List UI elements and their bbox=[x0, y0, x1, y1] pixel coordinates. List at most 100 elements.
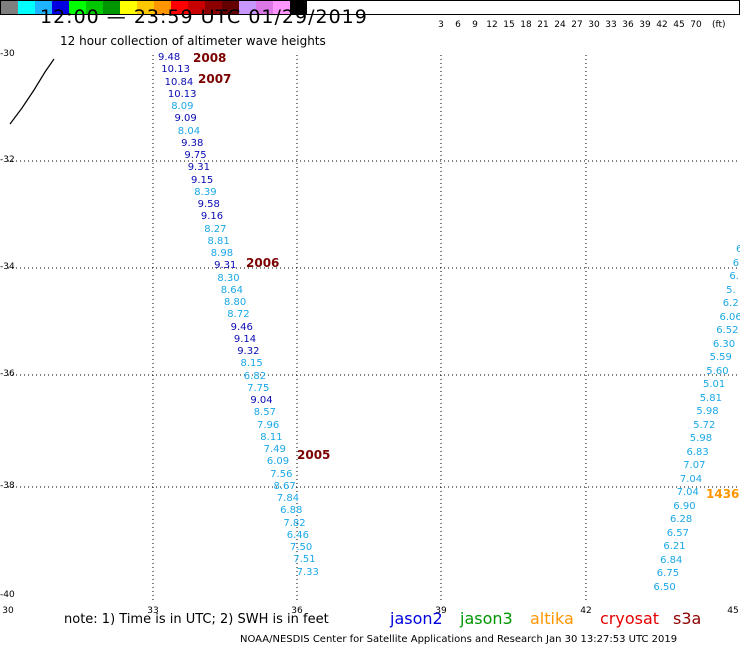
wave-height-reading: 8.04 bbox=[177, 125, 201, 137]
wave-height-reading: 6.21 bbox=[663, 541, 686, 552]
wave-height-reading: 7.82 bbox=[283, 517, 306, 529]
wave-height-reading: 10.13 bbox=[167, 88, 197, 100]
wave-height-reading: 5. bbox=[726, 284, 736, 296]
wave-height-reading: 7.84 bbox=[276, 493, 300, 504]
color-scale-label: 21 bbox=[537, 20, 549, 30]
color-swatch bbox=[69, 1, 86, 14]
satellite-jason2: jason2 bbox=[390, 609, 443, 628]
longitude-label: 42 bbox=[580, 606, 592, 616]
wave-height-reading: 8.11 bbox=[260, 431, 283, 443]
wave-height-reading: 7.04 bbox=[676, 487, 699, 498]
footer-credit: NOAA/NESDIS Center for Satellite Applica… bbox=[240, 634, 678, 645]
units-note: note: 1) Time is in UTC; 2) SWH is in fe… bbox=[64, 612, 329, 627]
wave-height-reading: 5.59 bbox=[709, 352, 732, 363]
wave-height-reading: 9.46 bbox=[230, 321, 253, 333]
wave-height-reading: 9.09 bbox=[174, 113, 197, 125]
wave-height-reading: 6.83 bbox=[686, 446, 709, 458]
wave-height-reading: 9.75 bbox=[184, 150, 207, 161]
wave-height-reading: 10.13 bbox=[161, 64, 190, 76]
longitude-label: 39 bbox=[435, 606, 447, 616]
longitude-label: 36 bbox=[291, 606, 303, 616]
color-swatch bbox=[18, 1, 35, 14]
wave-height-reading: 9.32 bbox=[237, 346, 260, 357]
wave-height-reading: 7.50 bbox=[290, 542, 313, 553]
wave-height-reading: 9.16 bbox=[200, 211, 224, 223]
color-swatch bbox=[171, 1, 188, 14]
color-swatch bbox=[137, 1, 154, 14]
wave-height-reading: 6.75 bbox=[656, 568, 680, 579]
wave-height-reading: 7.51 bbox=[293, 554, 316, 566]
color-scale-label: 70 bbox=[690, 20, 702, 30]
color-swatch bbox=[120, 1, 137, 14]
wave-height-reading: 10.84 bbox=[164, 76, 194, 88]
wave-height-reading: 9.04 bbox=[250, 395, 273, 406]
satellite-cryosat: cryosat bbox=[600, 609, 660, 628]
color-swatch bbox=[239, 1, 256, 14]
color-scale-label: 39 bbox=[639, 20, 651, 30]
longitude-label: 33 bbox=[147, 606, 159, 616]
wave-height-reading: 6.52 bbox=[716, 325, 739, 336]
wave-height-reading: 8.39 bbox=[194, 186, 217, 198]
color-swatch bbox=[52, 1, 69, 14]
wave-height-reading: 8.57 bbox=[253, 407, 276, 419]
color-scale-unit: (ft) bbox=[712, 20, 726, 30]
color-swatch bbox=[256, 1, 273, 14]
wave-height-reading: 9.48 bbox=[158, 52, 181, 63]
wave-height-reading: 5.60 bbox=[706, 365, 729, 377]
time-label: 2005 bbox=[297, 448, 331, 462]
time-label: 1436 bbox=[706, 487, 740, 501]
wave-height-reading: 8.09 bbox=[171, 101, 194, 112]
wave-height-reading: 5.98 bbox=[689, 433, 713, 444]
time-label: 2008 bbox=[193, 51, 227, 65]
latitude-label: -34 bbox=[0, 262, 15, 272]
color-scale-label: 18 bbox=[520, 20, 532, 30]
color-swatch bbox=[290, 1, 307, 14]
color-swatch bbox=[205, 1, 222, 14]
wave-height-reading: 6. bbox=[729, 271, 739, 282]
wave-height-reading: 5.98 bbox=[696, 406, 719, 417]
map-title: 12:00 — 23:59 UTC 01/29/2019 bbox=[40, 6, 368, 28]
wave-height-reading: 9.31 bbox=[187, 162, 210, 174]
wave-height-reading: 8.27 bbox=[204, 223, 227, 235]
wave-height-reading: 8.67 bbox=[273, 480, 296, 492]
wave-height-reading: 6.82 bbox=[243, 370, 267, 382]
wave-height-reading: 7.56 bbox=[270, 468, 293, 480]
wave-height-reading: 6.09 bbox=[266, 456, 290, 468]
wave-height-reading: 9.31 bbox=[214, 260, 237, 272]
time-label: 2006 bbox=[246, 256, 280, 270]
wave-height-reading: 5.01 bbox=[703, 379, 726, 390]
time-label: 2007 bbox=[198, 72, 232, 86]
longitude-label: 30 bbox=[2, 606, 14, 616]
wave-height-reading: 5.81 bbox=[699, 392, 722, 404]
color-swatch bbox=[1, 1, 18, 14]
color-scale-label: 33 bbox=[605, 20, 617, 30]
wave-height-reading: 6.90 bbox=[673, 500, 696, 512]
wave-height-reading: 8.15 bbox=[240, 358, 263, 370]
color-swatch bbox=[188, 1, 205, 14]
wave-height-reading: 8.80 bbox=[224, 297, 247, 308]
color-swatch bbox=[222, 1, 239, 14]
color-scale-label: 45 bbox=[673, 20, 685, 30]
color-swatch bbox=[103, 1, 120, 14]
wave-height-reading: 6.57 bbox=[666, 527, 689, 539]
wave-height-reading: 5.72 bbox=[693, 419, 716, 431]
map-subtitle: 12 hour collection of altimeter wave hei… bbox=[60, 34, 326, 48]
wave-height-reading: 8.98 bbox=[210, 248, 234, 259]
color-scale-label: 3 bbox=[438, 20, 444, 30]
wave-height-reading: 6.2 bbox=[722, 298, 739, 309]
color-scale-label: 42 bbox=[656, 20, 668, 30]
wave-height-reading: 7.75 bbox=[247, 382, 270, 394]
wave-height-reading: 8.72 bbox=[227, 309, 250, 321]
color-scale-label: 24 bbox=[554, 20, 566, 30]
wave-height-reading: 9.58 bbox=[197, 199, 220, 210]
wave-height-reading: 6.46 bbox=[286, 529, 309, 541]
wave-height-reading: 7.96 bbox=[257, 419, 280, 431]
latitude-label: -30 bbox=[0, 49, 15, 59]
color-scale-label: 15 bbox=[503, 20, 515, 30]
color-scale-label: 36 bbox=[622, 20, 634, 30]
color-swatch bbox=[35, 1, 52, 14]
color-scale-label: 30 bbox=[588, 20, 600, 30]
wave-height-reading: 6 bbox=[732, 257, 740, 269]
wave-height-reading: 6.28 bbox=[670, 514, 693, 525]
